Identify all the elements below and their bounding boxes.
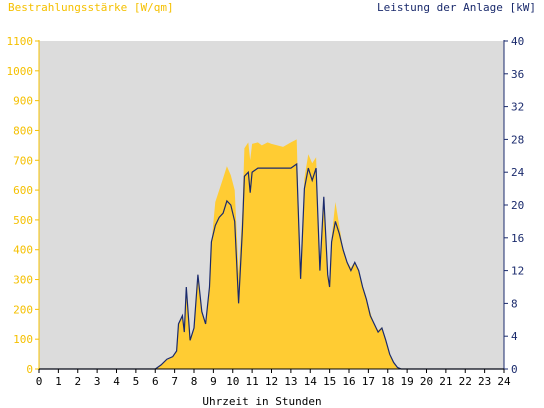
left-tick-label: 600 <box>13 184 33 197</box>
x-axis-ticks: 0 1 2 3 4 5 6 7 8 9 10 11 12 13 14 15 16 17 18 19 20 21 22 23 24 <box>36 369 511 388</box>
power-line <box>39 162 504 370</box>
x-tick-label: 1 <box>55 375 62 388</box>
x-tick-label: 0 <box>36 375 43 388</box>
left-tick-label: 0 <box>26 363 33 376</box>
x-tick-label: 14 <box>304 375 318 388</box>
right-tick-label: 12 <box>511 265 524 278</box>
right-tick-label: 4 <box>511 330 518 343</box>
x-tick-label: 20 <box>420 375 433 388</box>
x-tick-label: 3 <box>94 375 101 388</box>
x-tick-label: 19 <box>401 375 414 388</box>
left-tick-label: 300 <box>13 274 33 287</box>
x-axis-title: Uhrzeit in Stunden <box>202 395 321 408</box>
series-layer <box>39 139 504 370</box>
right-tick-label: 28 <box>511 133 524 146</box>
left-tick-label: 200 <box>13 303 33 316</box>
left-axis-title: Bestrahlungsstärke [W/qm] <box>8 1 174 14</box>
left-tick-label: 900 <box>13 95 33 108</box>
x-tick-label: 18 <box>381 375 394 388</box>
x-tick-label: 24 <box>497 375 511 388</box>
left-tick-label: 800 <box>13 124 33 137</box>
x-tick-label: 16 <box>342 375 355 388</box>
x-tick-label: 5 <box>133 375 140 388</box>
right-tick-label: 20 <box>511 199 524 212</box>
x-tick-label: 22 <box>459 375 472 388</box>
left-tick-label: 700 <box>13 154 33 167</box>
x-tick-label: 6 <box>152 375 159 388</box>
x-tick-label: 8 <box>191 375 198 388</box>
right-tick-label: 24 <box>511 166 525 179</box>
x-tick-label: 21 <box>439 375 452 388</box>
left-tick-label: 400 <box>13 244 33 257</box>
right-axis-title: Leistung der Anlage [kW] <box>377 1 536 14</box>
x-tick-label: 9 <box>210 375 217 388</box>
irradiance-area <box>39 139 504 369</box>
left-tick-label: 1100 <box>7 35 34 48</box>
right-axis-ticks: 0 4 8 12 16 20 24 28 32 36 40 <box>504 35 525 376</box>
left-axis-ticks: 0 100 200 300 400 500 600 700 800 900 1000 1100 <box>7 35 39 376</box>
right-tick-label: 40 <box>511 35 524 48</box>
x-tick-label: 13 <box>284 375 297 388</box>
right-tick-label: 16 <box>511 232 524 245</box>
x-tick-label: 10 <box>226 375 239 388</box>
x-tick-label: 12 <box>265 375 278 388</box>
x-tick-label: 11 <box>246 375 259 388</box>
x-tick-label: 15 <box>323 375 336 388</box>
left-tick-label: 100 <box>13 333 33 346</box>
x-tick-label: 23 <box>478 375 491 388</box>
left-tick-label: 1000 <box>7 65 34 78</box>
left-tick-label: 500 <box>13 214 33 227</box>
right-tick-label: 36 <box>511 68 524 81</box>
right-tick-label: 0 <box>511 363 518 376</box>
right-tick-label: 8 <box>511 297 518 310</box>
x-tick-label: 4 <box>113 375 120 388</box>
x-tick-label: 17 <box>362 375 375 388</box>
x-tick-label: 7 <box>171 375 178 388</box>
x-tick-label: 2 <box>74 375 81 388</box>
right-tick-label: 32 <box>511 101 524 114</box>
